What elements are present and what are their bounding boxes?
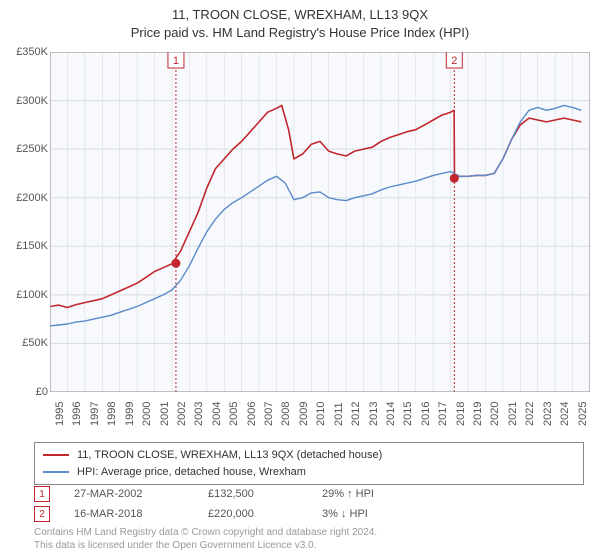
x-tick-label: 2020 bbox=[489, 402, 501, 426]
x-tick-label: 2007 bbox=[263, 402, 275, 426]
x-tick-label: 2015 bbox=[402, 402, 414, 426]
legend-item: HPI: Average price, detached house, Wrex… bbox=[43, 464, 575, 481]
x-tick-label: 2008 bbox=[280, 402, 292, 426]
x-tick-label: 2003 bbox=[193, 402, 205, 426]
footer-line: Contains HM Land Registry data © Crown c… bbox=[34, 526, 574, 539]
legend-swatch bbox=[43, 454, 69, 456]
x-tick-label: 2004 bbox=[211, 402, 223, 426]
x-tick-label: 2005 bbox=[228, 402, 240, 426]
price-chart: 12 bbox=[50, 52, 590, 392]
svg-text:1: 1 bbox=[173, 55, 179, 67]
sale-delta: 29% ↑ HPI bbox=[322, 488, 374, 500]
x-tick-label: 1999 bbox=[124, 402, 136, 426]
chart-subtitle: Price paid vs. HM Land Registry's House … bbox=[0, 24, 600, 42]
x-tick-label: 2006 bbox=[246, 402, 258, 426]
sale-row: 2 16-MAR-2018 £220,000 3% ↓ HPI bbox=[34, 504, 566, 524]
x-tick-label: 1998 bbox=[106, 402, 118, 426]
y-tick-label: £350K bbox=[2, 46, 48, 58]
x-tick-label: 2013 bbox=[368, 402, 380, 426]
x-tick-label: 2022 bbox=[524, 402, 536, 426]
x-tick-label: 2000 bbox=[141, 402, 153, 426]
chart-titles: 11, TROON CLOSE, WREXHAM, LL13 9QX Price… bbox=[0, 0, 600, 41]
legend-swatch bbox=[43, 471, 69, 473]
sale-row: 1 27-MAR-2002 £132,500 29% ↑ HPI bbox=[34, 484, 566, 504]
sale-delta: 3% ↓ HPI bbox=[322, 508, 368, 520]
sale-date: 16-MAR-2018 bbox=[74, 508, 184, 520]
y-tick-label: £50K bbox=[2, 337, 48, 349]
x-tick-label: 2024 bbox=[559, 402, 571, 426]
sales-table: 1 27-MAR-2002 £132,500 29% ↑ HPI 2 16-MA… bbox=[34, 484, 566, 524]
x-tick-label: 2019 bbox=[472, 402, 484, 426]
x-tick-label: 2021 bbox=[507, 402, 519, 426]
y-tick-label: £100K bbox=[2, 289, 48, 301]
y-tick-label: £300K bbox=[2, 95, 48, 107]
legend-item: 11, TROON CLOSE, WREXHAM, LL13 9QX (deta… bbox=[43, 447, 575, 464]
x-tick-label: 2002 bbox=[176, 402, 188, 426]
x-tick-label: 2011 bbox=[333, 402, 345, 426]
x-tick-label: 1995 bbox=[54, 402, 66, 426]
attribution-footer: Contains HM Land Registry data © Crown c… bbox=[34, 526, 574, 552]
x-tick-label: 2017 bbox=[437, 402, 449, 426]
x-axis-labels: 1995 1996 1997 1998 1999 2000 2001 2002 2003 2004… bbox=[50, 392, 590, 442]
svg-text:2: 2 bbox=[451, 55, 457, 67]
chart-container: { "title": "11, TROON CLOSE, WREXHAM, LL… bbox=[0, 0, 600, 560]
legend-label: HPI: Average price, detached house, Wrex… bbox=[77, 464, 306, 481]
footer-line: This data is licensed under the Open Gov… bbox=[34, 539, 574, 552]
x-tick-label: 2018 bbox=[455, 402, 467, 426]
x-tick-label: 1997 bbox=[89, 402, 101, 426]
sale-date: 27-MAR-2002 bbox=[74, 488, 184, 500]
x-tick-label: 2025 bbox=[577, 402, 589, 426]
x-tick-label: 2009 bbox=[298, 402, 310, 426]
x-tick-label: 2023 bbox=[542, 402, 554, 426]
chart-title: 11, TROON CLOSE, WREXHAM, LL13 9QX bbox=[0, 6, 600, 24]
sale-price: £220,000 bbox=[208, 508, 298, 520]
y-tick-label: £250K bbox=[2, 143, 48, 155]
x-tick-label: 2014 bbox=[385, 402, 397, 426]
y-tick-label: £0 bbox=[2, 386, 48, 398]
x-tick-label: 2010 bbox=[315, 402, 327, 426]
legend-label: 11, TROON CLOSE, WREXHAM, LL13 9QX (deta… bbox=[77, 447, 382, 464]
y-tick-label: £150K bbox=[2, 240, 48, 252]
y-tick-label: £200K bbox=[2, 192, 48, 204]
x-tick-label: 2001 bbox=[159, 402, 171, 426]
legend: 11, TROON CLOSE, WREXHAM, LL13 9QX (deta… bbox=[34, 442, 584, 485]
sale-marker-icon: 1 bbox=[34, 486, 50, 502]
x-tick-label: 2012 bbox=[350, 402, 362, 426]
sale-price: £132,500 bbox=[208, 488, 298, 500]
x-tick-label: 1996 bbox=[71, 402, 83, 426]
x-tick-label: 2016 bbox=[420, 402, 432, 426]
sale-marker-icon: 2 bbox=[34, 506, 50, 522]
